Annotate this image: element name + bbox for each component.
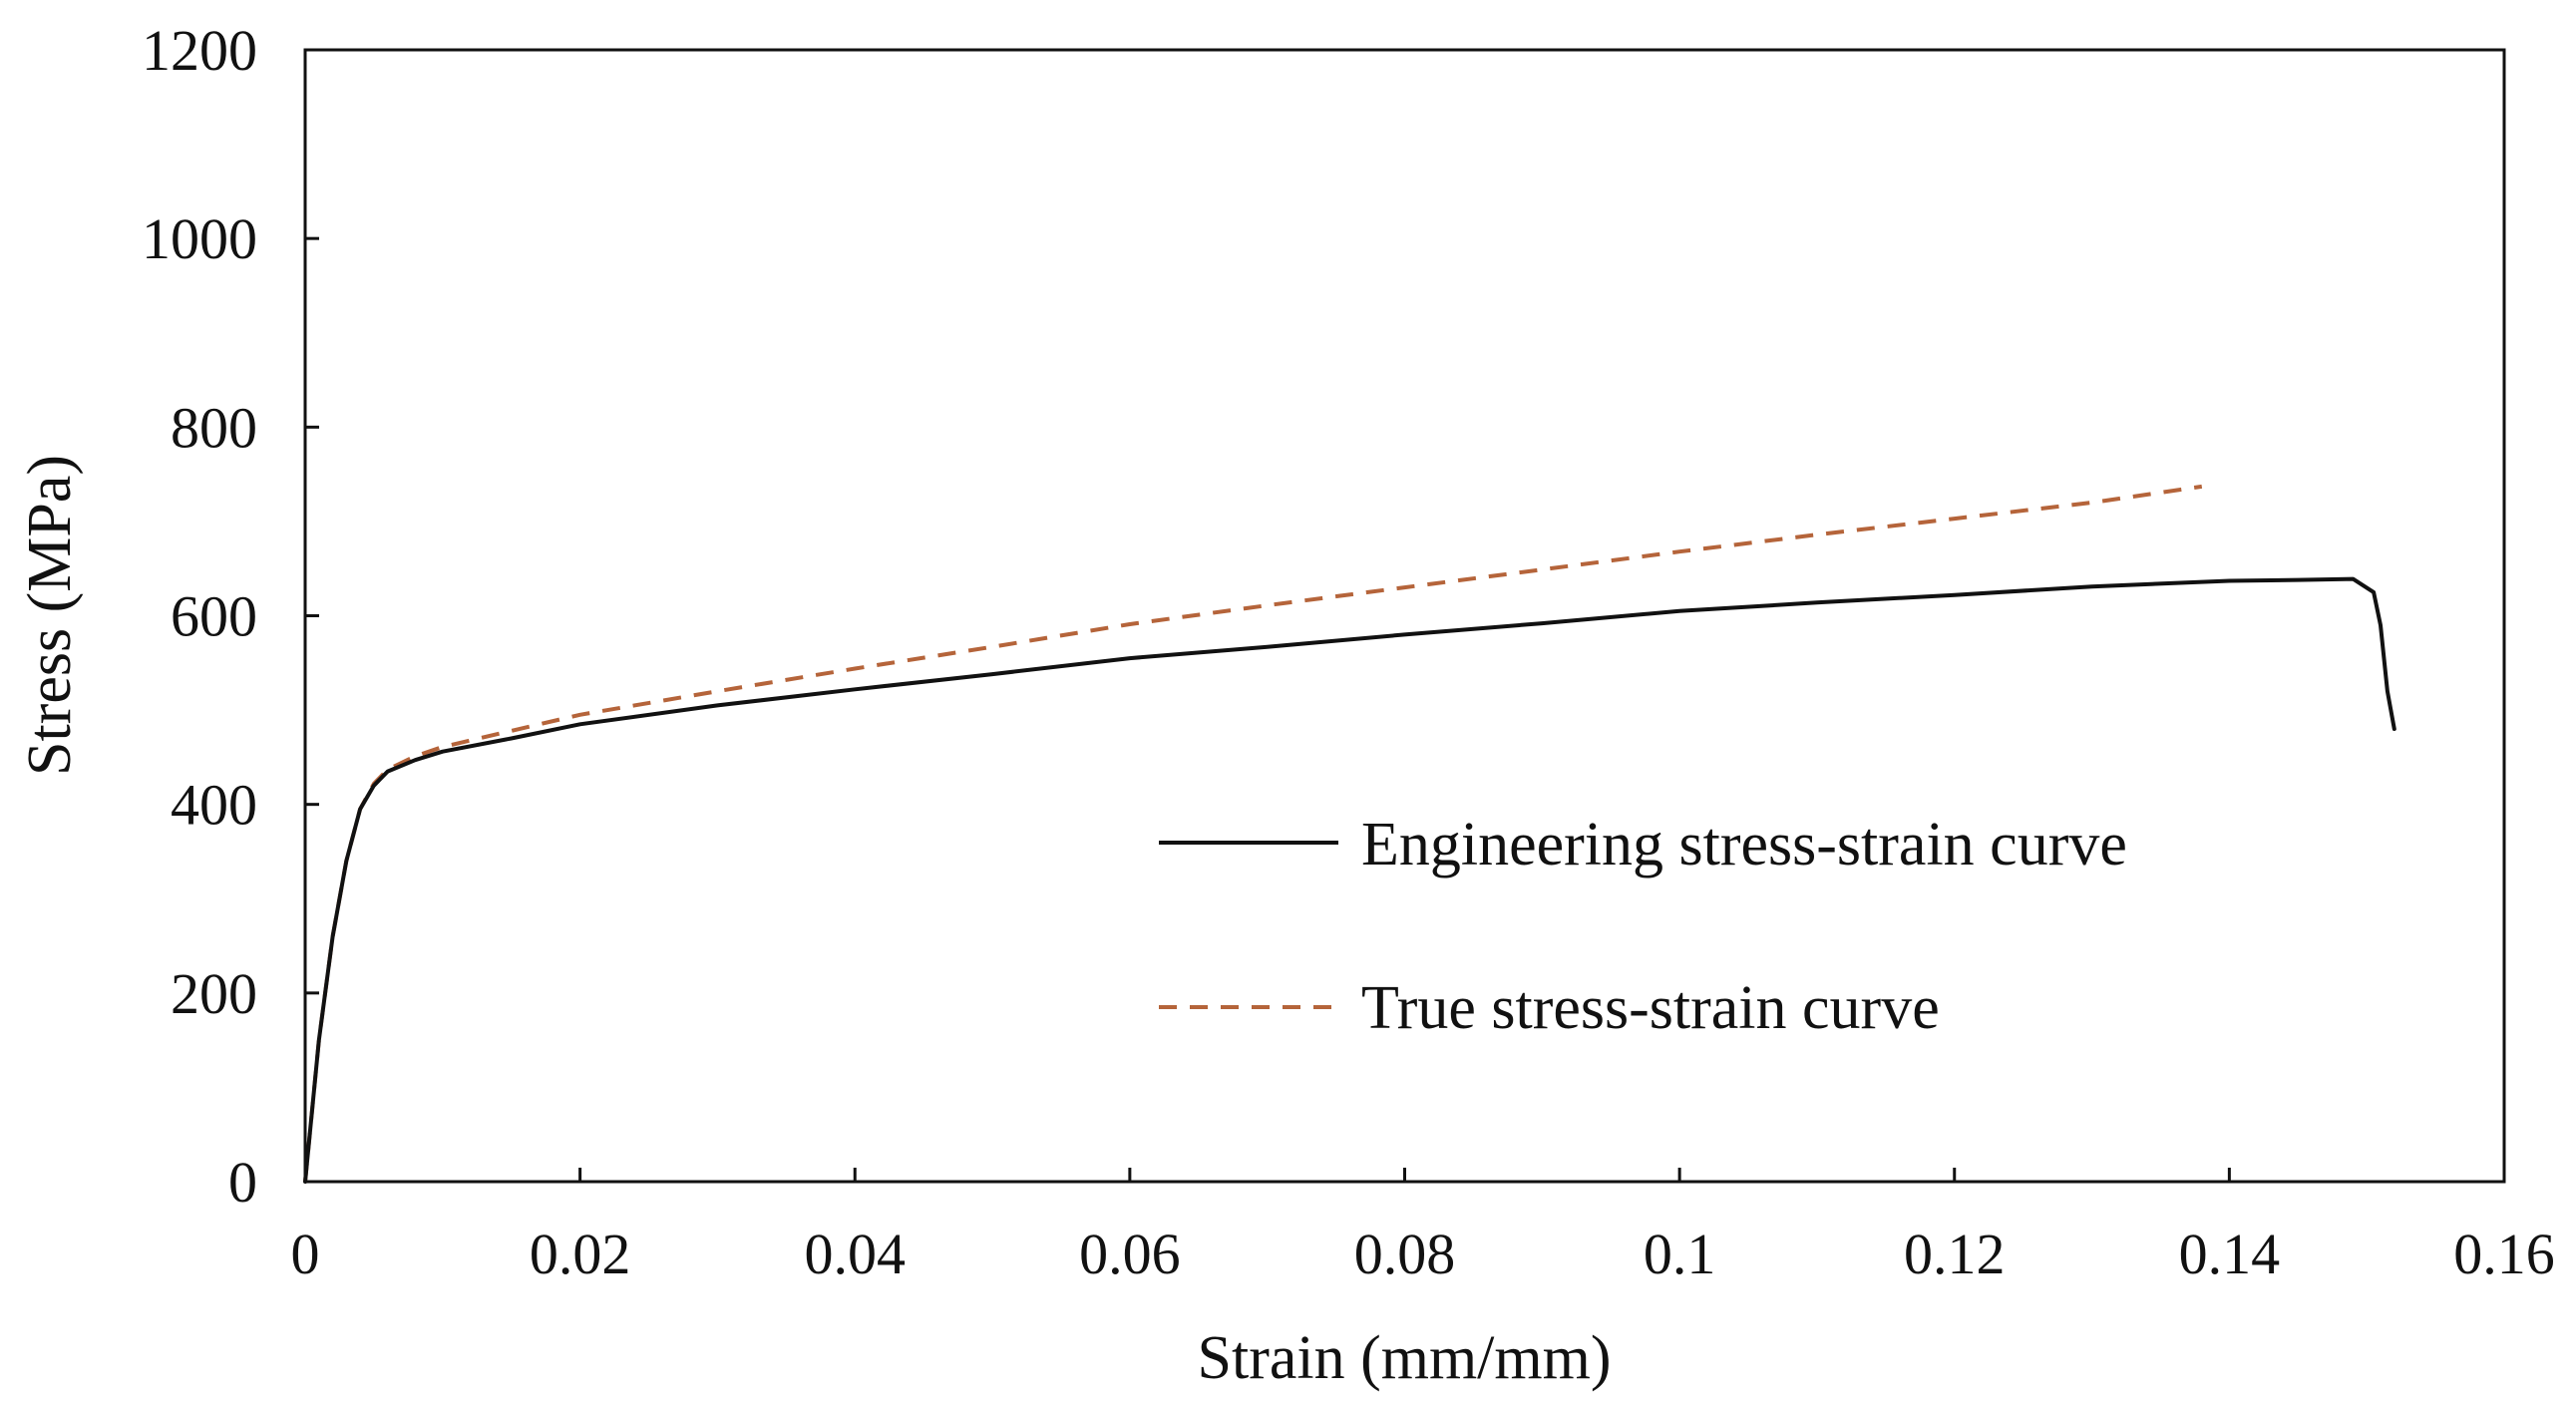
plot-area-frame bbox=[303, 48, 2506, 1184]
x-tick-label: 0.1 bbox=[1644, 1222, 1716, 1286]
x-tick-label: 0.06 bbox=[1079, 1222, 1181, 1286]
y-tick-label: 600 bbox=[171, 584, 257, 649]
x-tick-label: 0.08 bbox=[1354, 1222, 1456, 1286]
x-axis-ticks: 0 0.02 0.04 0.06 0.08 0.1 0.12 0.14 0.16 bbox=[291, 1168, 2555, 1286]
legend-true-label: True stress-strain curve bbox=[1361, 974, 1940, 1042]
y-axis-title: Stress (MPa) bbox=[16, 455, 84, 776]
x-tick-label: 0.14 bbox=[2179, 1222, 2281, 1286]
y-tick-label: 400 bbox=[171, 773, 257, 838]
x-tick-label: 0.16 bbox=[2453, 1222, 2555, 1286]
y-tick-label: 200 bbox=[171, 961, 257, 1026]
engineering-stress-strain-line bbox=[303, 576, 2396, 1184]
y-tick-label: 1200 bbox=[142, 18, 257, 83]
series-layer bbox=[303, 484, 2396, 1184]
legend-engineering-label: Engineering stress-strain curve bbox=[1361, 811, 2127, 879]
x-tick-label: 0.04 bbox=[805, 1222, 907, 1286]
y-tick-label: 0 bbox=[228, 1150, 257, 1215]
x-axis-title: Strain (mm/mm) bbox=[1197, 1324, 1611, 1392]
x-tick-label: 0.02 bbox=[530, 1222, 631, 1286]
legend: Engineering stress-strain curve True str… bbox=[1159, 811, 2127, 1042]
y-tick-label: 1000 bbox=[142, 206, 257, 271]
x-tick-label: 0 bbox=[291, 1222, 320, 1286]
x-tick-label: 0.12 bbox=[1904, 1222, 2006, 1286]
y-axis-ticks: 0 200 400 600 800 1000 1200 bbox=[142, 18, 319, 1215]
y-tick-label: 800 bbox=[171, 395, 257, 460]
